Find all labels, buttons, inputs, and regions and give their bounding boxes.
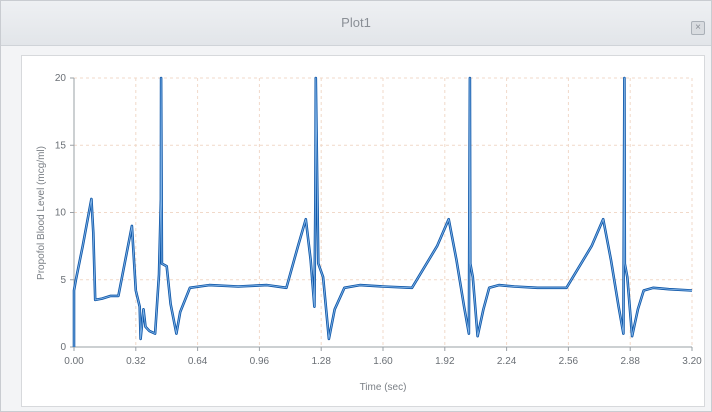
y-tick-label: 5 [60,275,66,286]
x-tick-label: 0.32 [126,356,146,367]
x-tick-label: 3.20 [682,356,702,367]
close-button[interactable]: × [691,21,705,35]
x-axis-label: Time (sec) [360,382,407,393]
x-tick-label: 2.56 [559,356,579,367]
y-tick-label: 15 [55,140,67,151]
line-chart: 0.00 0.32 0.64 0.96 1.28 1.60 1.92 2.24 2.56 2.88… [36,73,702,393]
y-tick-label: 0 [60,342,66,353]
x-tick-label: 1.92 [435,356,455,367]
plot-panel: 0.00 0.32 0.64 0.96 1.28 1.60 1.92 2.24 2.56 2.88… [21,55,705,407]
y-tick-label: 20 [55,73,67,84]
x-tick-label: 2.24 [497,356,517,367]
x-tick-label: 0.00 [64,356,84,367]
x-tick-label: 0.96 [250,356,270,367]
series [72,76,693,347]
x-tick-label: 0.64 [188,356,208,367]
x-tick-label: 1.28 [311,356,331,367]
y-axis-label: Propofol Blood Level (mcg/ml) [36,146,47,280]
series-line-highlight [73,77,693,347]
x-tick-label: 2.88 [620,356,640,367]
grid [73,77,693,347]
window-title: Plot1 [341,15,371,30]
y-tick-labels: 0 5 10 15 20 [55,73,74,353]
title-bar: Plot1 × [1,1,711,46]
y-tick-label: 10 [55,208,67,219]
x-tick-labels: 0.00 0.32 0.64 0.96 1.28 1.60 1.92 2.24 2.56 2.88… [64,347,702,367]
x-tick-label: 1.60 [373,356,393,367]
